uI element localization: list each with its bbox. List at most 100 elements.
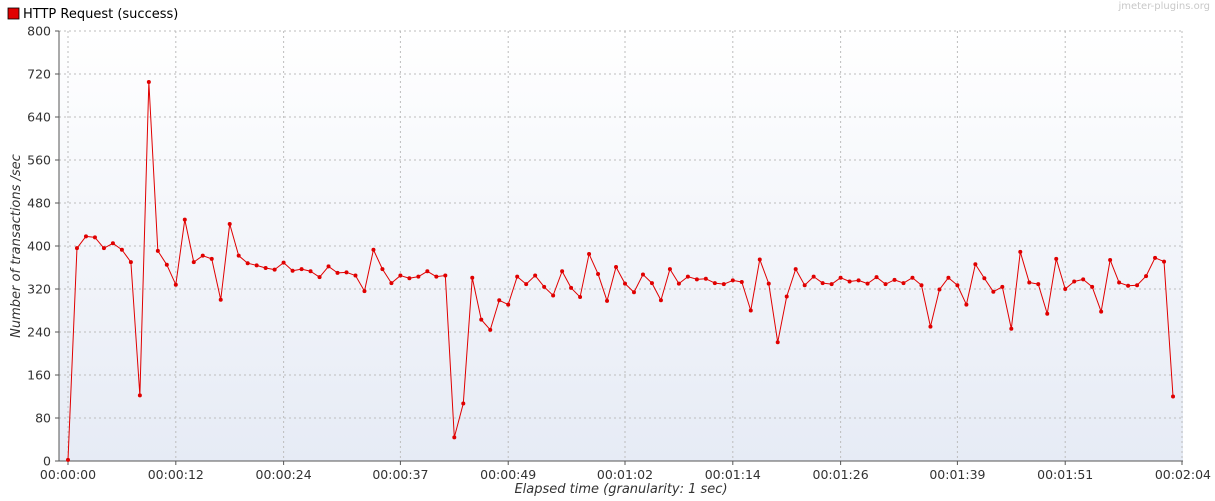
data-point bbox=[569, 285, 574, 290]
data-point bbox=[658, 298, 663, 303]
data-point bbox=[254, 263, 259, 268]
data-point bbox=[649, 281, 654, 286]
data-point bbox=[685, 274, 690, 279]
data-point bbox=[937, 287, 942, 292]
x-tick-label: 00:00:12 bbox=[148, 467, 204, 482]
data-point bbox=[263, 266, 268, 271]
series-line bbox=[67, 81, 1174, 460]
data-point bbox=[991, 289, 996, 294]
data-point bbox=[191, 260, 196, 265]
data-point bbox=[578, 295, 583, 300]
data-point bbox=[973, 262, 978, 267]
data-point bbox=[83, 234, 88, 239]
x-tick-label: 00:01:51 bbox=[1037, 467, 1093, 482]
data-point bbox=[1036, 282, 1041, 287]
data-point bbox=[721, 282, 726, 287]
data-point bbox=[640, 272, 645, 277]
data-point bbox=[470, 275, 475, 280]
data-point bbox=[946, 275, 951, 280]
x-axis-ticks: 00:00:00 00:00:12 00:00:24 00:00:37 00:00:49… bbox=[40, 461, 1211, 482]
data-point bbox=[1063, 287, 1068, 291]
data-point bbox=[676, 281, 681, 286]
data-point bbox=[739, 280, 744, 285]
legend: HTTP Request (success) bbox=[7, 7, 178, 22]
data-point bbox=[326, 264, 331, 269]
data-point bbox=[218, 297, 223, 302]
x-tick-label: 00:02:04 bbox=[1155, 467, 1211, 482]
y-tick-label: 800 bbox=[27, 24, 51, 39]
data-point bbox=[443, 273, 448, 278]
data-point bbox=[1135, 283, 1140, 288]
watermark: jmeter-plugins.org bbox=[1117, 1, 1210, 12]
x-tick-label: 00:01:26 bbox=[813, 467, 869, 482]
data-point bbox=[1153, 255, 1158, 260]
data-point bbox=[560, 269, 565, 274]
data-point bbox=[335, 270, 340, 275]
data-point bbox=[1144, 274, 1149, 279]
y-tick-label: 720 bbox=[27, 67, 51, 82]
x-tick-label: 00:00:49 bbox=[480, 467, 536, 482]
data-point bbox=[605, 298, 610, 303]
data-point bbox=[838, 275, 843, 280]
legend-label: HTTP Request (success) bbox=[23, 7, 178, 22]
data-point bbox=[461, 401, 466, 406]
x-tick-label: 00:00:37 bbox=[372, 467, 428, 482]
data-point bbox=[200, 253, 205, 258]
data-point bbox=[748, 308, 753, 313]
data-point bbox=[551, 293, 556, 298]
data-point bbox=[272, 267, 277, 272]
data-point bbox=[892, 277, 897, 282]
data-point bbox=[1000, 284, 1005, 289]
data-point bbox=[901, 281, 906, 286]
data-point bbox=[164, 262, 169, 267]
data-point bbox=[92, 235, 97, 240]
data-point bbox=[631, 290, 636, 295]
data-point bbox=[802, 283, 807, 288]
series bbox=[66, 80, 1176, 462]
x-axis-title: Elapsed time (granularity: 1 sec) bbox=[514, 482, 727, 497]
data-point bbox=[955, 283, 960, 288]
data-point bbox=[1126, 283, 1131, 288]
data-point bbox=[317, 275, 322, 280]
data-point bbox=[596, 271, 601, 276]
data-point bbox=[1108, 257, 1113, 262]
data-point bbox=[488, 327, 493, 332]
data-point bbox=[497, 298, 502, 303]
data-point bbox=[1117, 280, 1122, 285]
data-point bbox=[137, 393, 142, 398]
data-point bbox=[182, 217, 187, 222]
data-point bbox=[614, 264, 619, 269]
data-point bbox=[1081, 277, 1086, 282]
x-tick-label: 00:01:39 bbox=[929, 467, 985, 482]
y-tick-label: 560 bbox=[27, 153, 51, 168]
x-tick-label: 00:01:02 bbox=[597, 467, 653, 482]
data-point bbox=[362, 289, 367, 294]
data-point bbox=[236, 253, 241, 258]
data-point bbox=[1090, 284, 1095, 289]
data-point bbox=[775, 340, 780, 345]
data-point bbox=[820, 281, 825, 286]
data-point bbox=[587, 252, 592, 257]
y-axis-ticks: 0 80 160 240 320 400 480 560 640 720 800 bbox=[27, 24, 59, 469]
data-point bbox=[1027, 280, 1032, 285]
data-point bbox=[452, 435, 457, 440]
data-point bbox=[101, 246, 106, 251]
data-point bbox=[74, 246, 79, 251]
data-point bbox=[425, 269, 430, 274]
data-point bbox=[1162, 259, 1167, 264]
data-point bbox=[874, 275, 879, 280]
data-point bbox=[380, 267, 385, 272]
data-point bbox=[110, 241, 115, 246]
y-tick-label: 320 bbox=[27, 282, 51, 297]
data-point bbox=[703, 276, 708, 281]
data-point bbox=[982, 276, 987, 281]
y-axis-title: Number of transactions /sec bbox=[9, 154, 24, 338]
data-point bbox=[506, 302, 511, 307]
data-point bbox=[434, 274, 439, 279]
data-point bbox=[910, 275, 915, 280]
data-point bbox=[730, 278, 735, 283]
y-tick-label: 640 bbox=[27, 110, 51, 125]
data-point bbox=[227, 221, 232, 226]
data-point bbox=[299, 267, 304, 272]
